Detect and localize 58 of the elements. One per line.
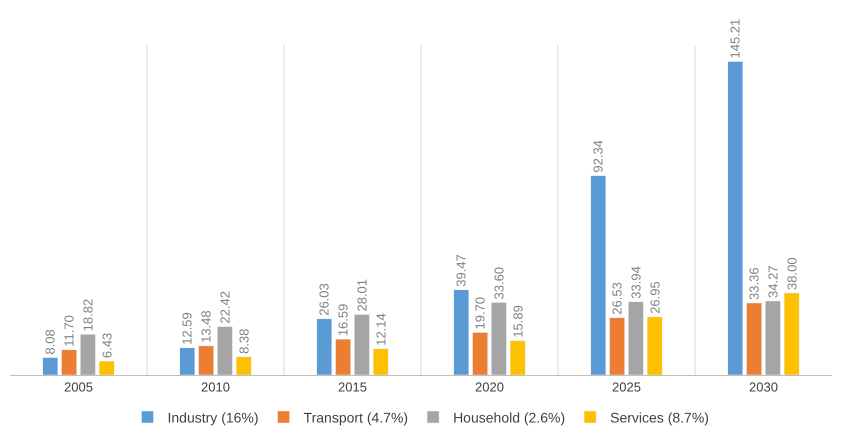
x-tick-label: 2010 — [201, 380, 230, 395]
data-label: 22.42 — [217, 291, 232, 324]
bar — [80, 334, 96, 375]
bar — [354, 314, 370, 375]
data-label: 19.70 — [472, 296, 488, 330]
bar — [42, 357, 58, 375]
bar — [335, 338, 351, 375]
data-label: 34.27 — [765, 265, 780, 298]
data-label: 26.53 — [610, 282, 625, 315]
data-label: 33.36 — [746, 267, 762, 300]
bar — [784, 292, 800, 375]
x-tick-label: 2015 — [338, 380, 367, 395]
data-label: 11.70 — [62, 315, 77, 347]
bar — [372, 348, 389, 375]
x-tick-label: 2030 — [749, 380, 778, 395]
bar — [453, 290, 470, 375]
data-label: 12.59 — [180, 312, 195, 345]
bar — [179, 348, 196, 375]
bar — [98, 360, 115, 375]
bar — [217, 326, 233, 375]
bar — [510, 340, 526, 375]
data-label: 12.14 — [373, 313, 388, 346]
bar — [609, 317, 625, 375]
data-label: 38.00 — [784, 257, 800, 290]
data-label: 15.89 — [510, 305, 526, 338]
x-tick-label: 2025 — [612, 380, 641, 395]
data-label: 18.82 — [80, 298, 96, 332]
data-label: 8.38 — [236, 328, 252, 354]
x-tick-label: 2005 — [64, 380, 93, 395]
data-label: 92.34 — [590, 140, 606, 173]
bar — [316, 318, 332, 375]
data-label: 8.08 — [42, 329, 58, 355]
legend-label: Industry (16%) — [168, 409, 259, 426]
bar — [491, 302, 507, 375]
bar — [765, 300, 781, 375]
bar — [727, 61, 744, 375]
bar — [746, 302, 762, 375]
bar — [61, 349, 77, 375]
legend-label: Services (8.7%) — [610, 409, 709, 426]
legend-label: Transport (4.7%) — [304, 409, 408, 426]
bar — [590, 175, 606, 375]
bar — [236, 356, 252, 375]
x-tick-label: 2020 — [475, 380, 504, 395]
data-label: 13.48 — [198, 310, 214, 343]
data-label: 145.21 — [728, 18, 743, 58]
data-label: 6.43 — [99, 332, 114, 358]
legend-label: Household (2.6%) — [453, 409, 566, 426]
data-label: 33.60 — [491, 266, 506, 300]
data-label: 28.01 — [354, 278, 370, 312]
data-label: 39.47 — [454, 254, 469, 287]
bar — [628, 301, 644, 375]
bar — [472, 332, 488, 375]
bar — [646, 316, 663, 375]
bar — [198, 346, 214, 375]
data-label: 16.59 — [336, 304, 351, 336]
data-label: 26.03 — [316, 283, 332, 316]
data-label: 33.94 — [628, 266, 644, 299]
data-label: 26.95 — [647, 281, 662, 314]
